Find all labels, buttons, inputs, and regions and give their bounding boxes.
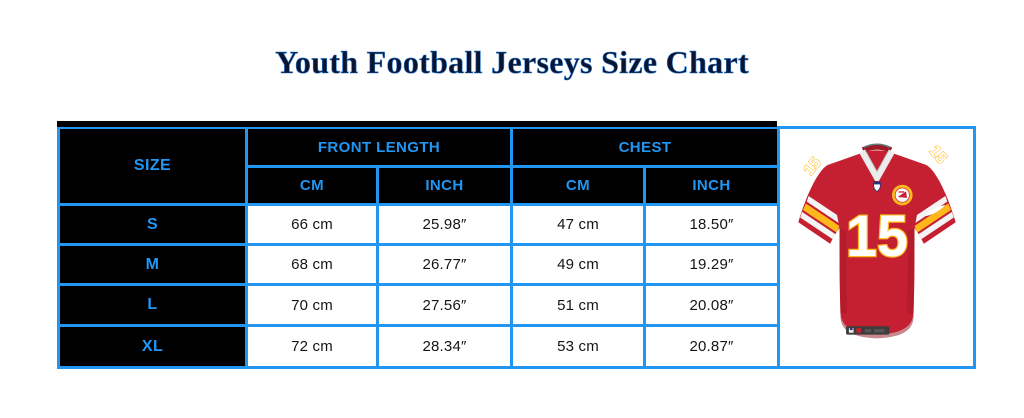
nike-swoosh-icon: [925, 204, 945, 216]
team-patch-logo: [891, 184, 913, 205]
value-s-front-cm: 66 cm: [248, 206, 376, 243]
value-s-chest-cm: 47 cm: [513, 206, 643, 243]
row-label-m: M: [60, 246, 245, 283]
value-s-chest-inch: 18.50″: [646, 206, 777, 243]
value-xl-front-inch: 28.34″: [379, 327, 510, 366]
value-m-chest-cm: 49 cm: [513, 246, 643, 283]
col-header-size: SIZE: [60, 129, 245, 203]
page-title: Youth Football Jerseys Size Chart: [275, 44, 749, 81]
col-header-chest-inch: INCH: [646, 168, 777, 203]
col-header-chest-cm: CM: [513, 168, 643, 203]
value-l-front-cm: 70 cm: [248, 286, 376, 324]
row-label-l: L: [60, 286, 245, 324]
col-group-front-length: FRONT LENGTH: [248, 129, 510, 165]
value-s-front-inch: 25.98″: [379, 206, 510, 243]
jersey-chest-number: 15: [845, 203, 907, 268]
value-xl-front-cm: 72 cm: [248, 327, 376, 366]
nfl-shield-logo: [872, 181, 881, 192]
jersey-body: [797, 149, 956, 335]
collar-back: [861, 143, 892, 153]
value-xl-chest-inch: 20.87″: [646, 327, 777, 366]
row-label-s: S: [60, 206, 245, 243]
jocktag: [845, 325, 889, 335]
football-jersey-illustration: 15 15 15: [797, 142, 956, 338]
col-header-front-cm: CM: [248, 168, 376, 203]
col-group-chest: CHEST: [513, 129, 777, 165]
value-m-front-inch: 26.77″: [379, 246, 510, 283]
row-label-xl: XL: [60, 327, 245, 366]
collar-v-trim: [858, 149, 895, 181]
value-m-chest-inch: 19.29″: [646, 246, 777, 283]
value-l-chest-inch: 20.08″: [646, 286, 777, 324]
jersey-shoulder-number-right: 15: [925, 142, 949, 167]
value-l-front-inch: 27.56″: [379, 286, 510, 324]
table-top-edge: [57, 121, 777, 127]
value-l-chest-cm: 51 cm: [513, 286, 643, 324]
size-chart-table: SIZE FRONT LENGTH CHEST CM INCH CM INCH …: [57, 121, 976, 369]
value-xl-chest-cm: 53 cm: [513, 327, 643, 366]
value-m-front-cm: 68 cm: [248, 246, 376, 283]
jersey-product-image: 15 15 15: [780, 129, 973, 366]
col-header-front-inch: INCH: [379, 168, 510, 203]
